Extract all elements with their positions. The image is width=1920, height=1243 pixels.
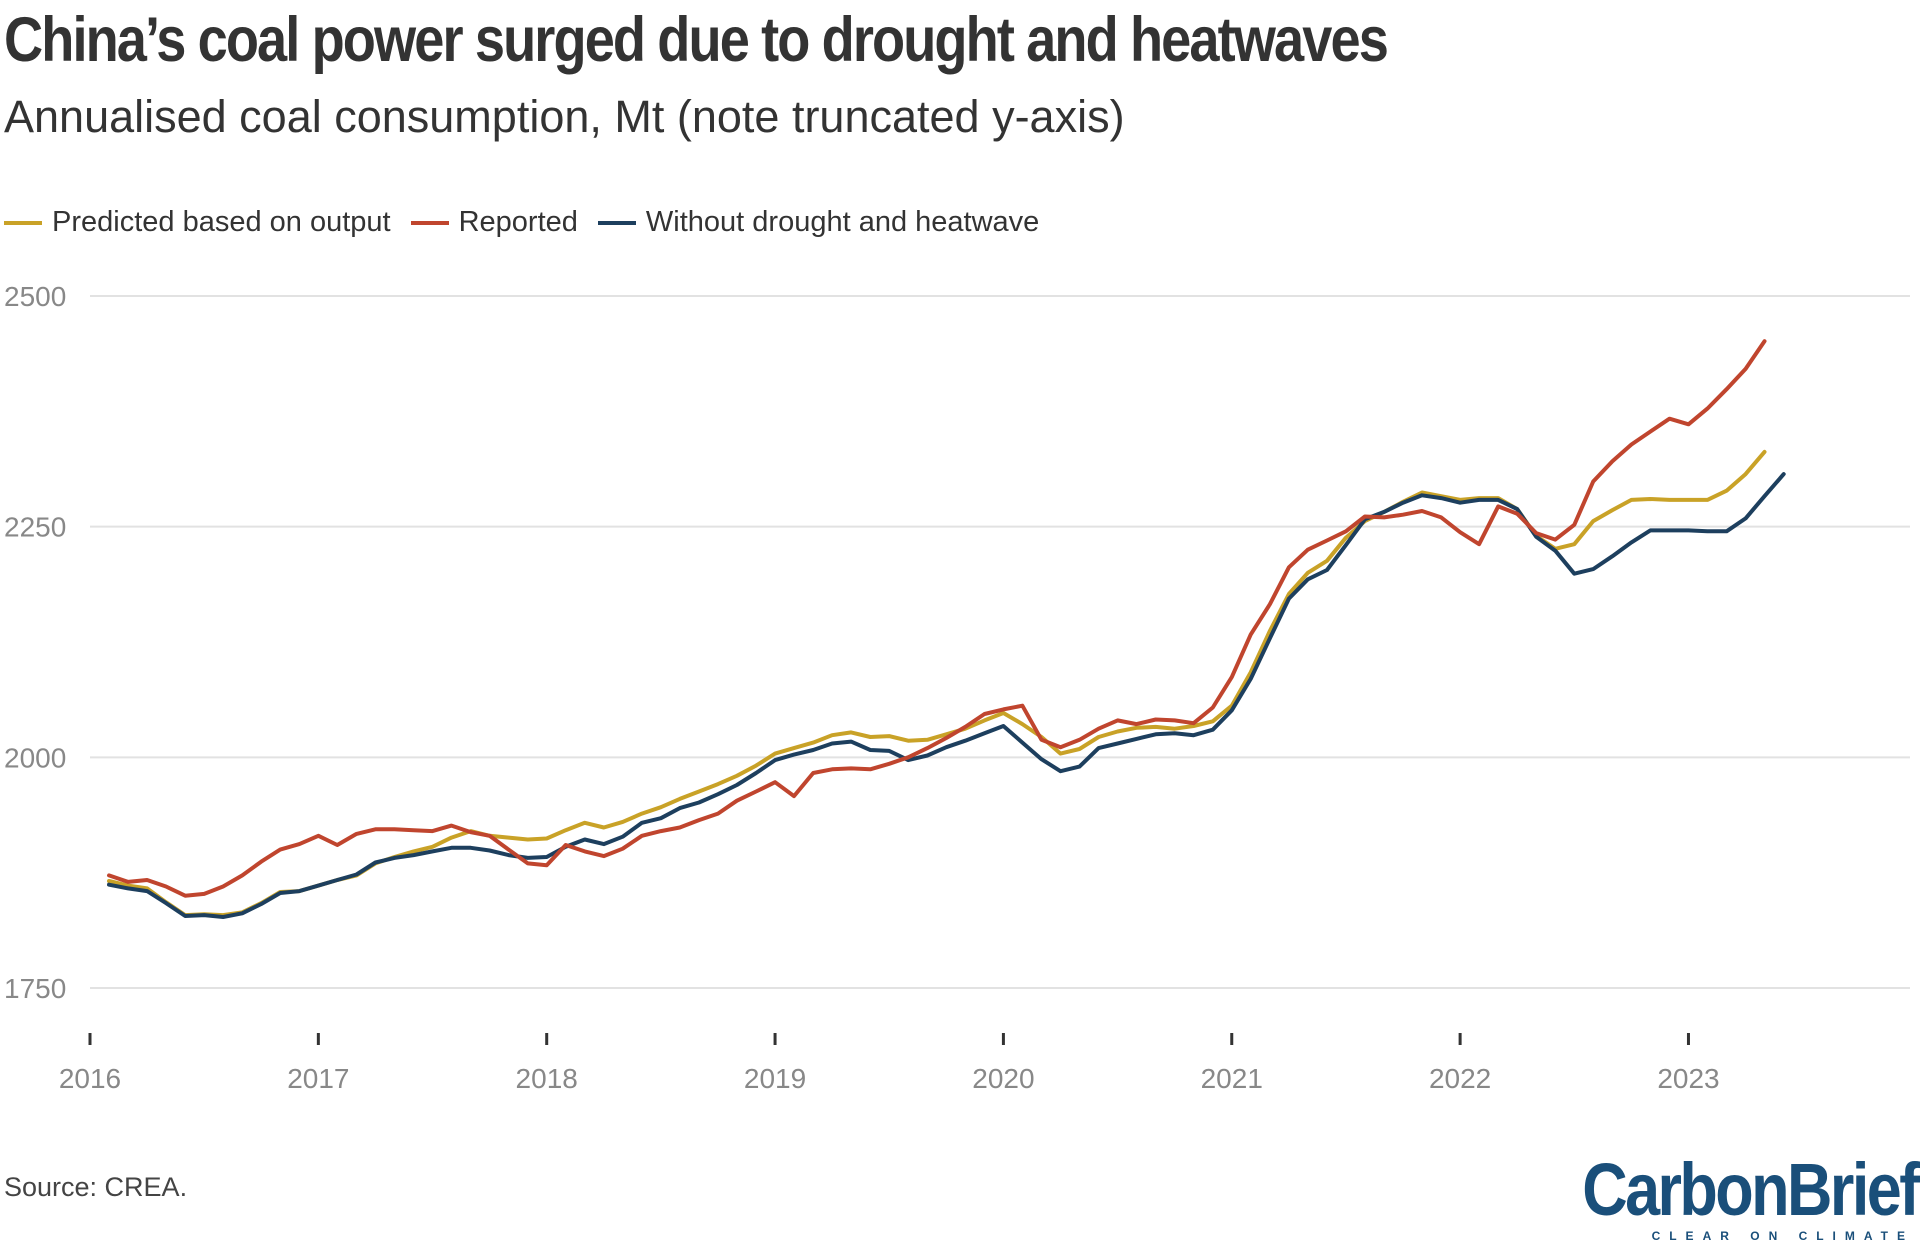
x-tick-label: 2018 — [516, 1063, 578, 1094]
legend-item-reported: Reported — [410, 206, 578, 239]
brand-tagline: CLEAR ON CLIMATE — [1651, 1229, 1914, 1243]
chart-title: China’s coal power surged due to drought… — [4, 5, 1389, 75]
line-chart: 1750 2000 2250 2500 2016 2017 2018 2019 2020 202… — [4, 281, 1910, 1094]
x-tick-label: 2016 — [59, 1063, 121, 1094]
x-tick-label: 2019 — [744, 1063, 806, 1094]
legend-item-predicted: Predicted based on output — [4, 206, 391, 239]
x-tick-label: 2020 — [972, 1063, 1034, 1094]
legend: Predicted based on output Reported Witho… — [4, 206, 1059, 239]
series-line-predicted — [107, 449, 1767, 918]
series-line-reported — [107, 339, 1767, 898]
x-axis-ticks: 2016 2017 2018 2019 2020 2021 2022 2023 — [59, 1033, 1720, 1094]
legend-swatch-reported — [410, 220, 449, 225]
x-tick-label: 2022 — [1429, 1063, 1491, 1094]
chart-subtitle: Annualised coal consumption, Mt (note tr… — [4, 91, 1125, 142]
source-note: Source: CREA. — [4, 1172, 188, 1202]
legend-swatch-predicted — [4, 220, 42, 225]
legend-swatch-without-drought — [597, 220, 636, 225]
gridlines — [90, 295, 1910, 989]
series-lines — [107, 339, 1786, 919]
y-tick-label: 1750 — [4, 973, 66, 1004]
y-tick-label: 2000 — [4, 742, 66, 773]
x-tick-label: 2021 — [1201, 1063, 1263, 1094]
y-tick-label: 2250 — [4, 512, 66, 543]
legend-item-without-drought: Without drought and heatwave — [597, 206, 1040, 239]
legend-label-without-drought: Without drought and heatwave — [645, 206, 1040, 238]
x-tick-label: 2017 — [287, 1063, 349, 1094]
brand-logo: CarbonBrief CLEAR ON CLIMATE — [1523, 1148, 1920, 1243]
y-axis-ticks: 1750 2000 2250 2500 — [4, 281, 66, 1004]
y-tick-label: 2500 — [4, 281, 66, 312]
brand-name: CarbonBrief — [1582, 1148, 1920, 1231]
x-tick-label: 2023 — [1657, 1063, 1719, 1094]
legend-label-predicted: Predicted based on output — [52, 206, 391, 238]
legend-label-reported: Reported — [458, 206, 578, 238]
series-line-without-drought — [107, 472, 1786, 919]
